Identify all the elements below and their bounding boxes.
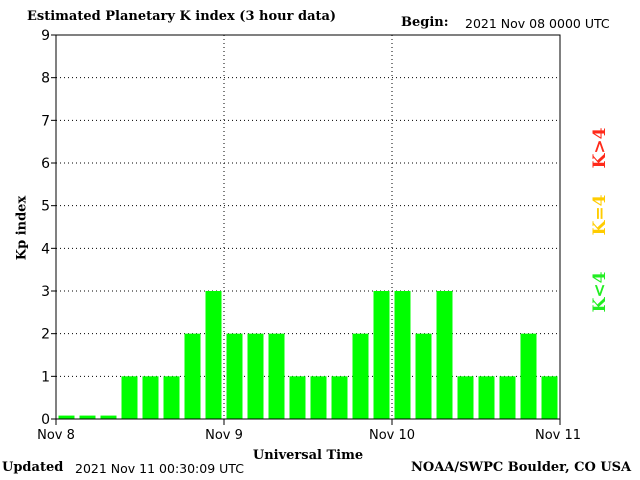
- kp-bar: [58, 415, 75, 419]
- grid-lines: [56, 35, 560, 419]
- x-axis-label: Universal Time: [252, 448, 364, 463]
- kp-bar: [415, 333, 432, 419]
- chart-title: Estimated Planetary K index (3 hour data…: [27, 9, 337, 24]
- y-tick-label: 8: [41, 71, 50, 87]
- kp-bar: [142, 376, 159, 419]
- kp-bar: [184, 333, 201, 419]
- y-tick-label: 3: [41, 284, 50, 300]
- kp-bar: [100, 415, 117, 419]
- bars: [58, 291, 558, 419]
- y-tick-label: 2: [41, 327, 50, 343]
- begin-date: 2021 Nov 08 0000 UTC: [465, 16, 610, 31]
- begin-label: Begin:: [401, 15, 449, 30]
- x-tick-label: Nov 11: [535, 428, 581, 443]
- legend-k-less-4: K<4: [590, 271, 610, 313]
- x-tick-label: Nov 8: [37, 428, 75, 443]
- kp-bar: [121, 376, 138, 419]
- plot-frame: [55, 34, 561, 420]
- y-tick-label: 4: [41, 241, 50, 257]
- kp-bar: [247, 333, 264, 419]
- legend-k-equal-4: K=4: [590, 194, 610, 236]
- kp-bar: [541, 376, 558, 419]
- kp-bar: [352, 333, 369, 419]
- kp-bar: [79, 415, 96, 419]
- legend-k-greater-4: K>4: [590, 127, 610, 169]
- updated-label: Updated: [2, 460, 64, 475]
- x-tick-label: Nov 10: [369, 428, 415, 443]
- kp-bar: [499, 376, 516, 419]
- kp-bar: [373, 291, 390, 419]
- kp-bar: [226, 333, 243, 419]
- y-tick-label: 5: [41, 199, 50, 215]
- y-tick-label: 9: [41, 28, 50, 44]
- kp-bar: [163, 376, 180, 419]
- updated-date: 2021 Nov 11 00:30:09 UTC: [75, 461, 244, 476]
- credit-text: NOAA/SWPC Boulder, CO USA: [411, 460, 632, 475]
- y-tick-label: 1: [41, 369, 50, 385]
- y-tick-label: 7: [41, 113, 50, 129]
- kp-bar: [436, 291, 453, 419]
- kp-bar: [478, 376, 495, 419]
- kp-bar: [205, 291, 222, 419]
- kp-bar: [310, 376, 327, 419]
- kp-bar: [289, 376, 306, 419]
- kp-bar: [457, 376, 474, 419]
- axis-ticks: 0 1 2 3 4 5 6 7 8 9 Nov 8 Nov 9 Nov 10 Nov 11: [37, 28, 581, 443]
- kp-bar: [268, 333, 285, 419]
- x-tick-label: Nov 9: [205, 428, 243, 443]
- kp-bar: [394, 291, 411, 419]
- y-tick-label: 0: [41, 412, 50, 428]
- y-tick-label: 6: [41, 156, 50, 172]
- kp-bar: [331, 376, 348, 419]
- kp-bar: [520, 333, 537, 419]
